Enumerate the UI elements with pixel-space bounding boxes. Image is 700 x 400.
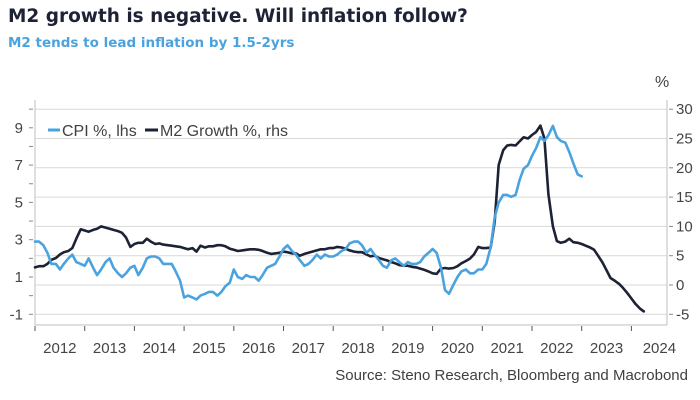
x-tick-label: 2016 xyxy=(242,340,275,357)
right-tick-label: 15 xyxy=(676,189,693,206)
right-tick-label: 5 xyxy=(676,248,684,265)
legend-label-m2: M2 Growth %, rhs xyxy=(160,123,288,140)
x-tick-label: 2021 xyxy=(490,340,523,357)
right-tick-label: 10 xyxy=(676,218,693,235)
left-tick-label: 1 xyxy=(15,269,23,286)
x-tick-label: 2020 xyxy=(441,340,474,357)
right-tick-label: -5 xyxy=(676,306,689,323)
left-tick-label: 9 xyxy=(15,120,23,137)
right-tick-label: 0 xyxy=(676,277,684,294)
legend-label-cpi: CPI %, lhs xyxy=(62,123,137,140)
x-tick-label: 2015 xyxy=(192,340,225,357)
x-tick-label: 2022 xyxy=(540,340,573,357)
series-line-m2 xyxy=(33,124,646,313)
right-tick-label: 20 xyxy=(676,160,693,177)
series-line-cpi xyxy=(33,124,584,301)
x-tick-label: 2014 xyxy=(143,340,176,357)
chart-subtitle: M2 tends to lead inflation by 1.5-2yrs xyxy=(8,35,295,51)
right-axis-unit-label: % xyxy=(655,74,669,91)
x-tick-label: 2013 xyxy=(93,340,126,357)
right-tick-label: 25 xyxy=(676,131,693,148)
x-tick-label: 2012 xyxy=(43,340,76,357)
series-lines xyxy=(33,124,646,313)
chart-title: M2 growth is negative. Will inflation fo… xyxy=(8,6,468,27)
x-tick-label: 2023 xyxy=(590,340,623,357)
x-tick-label: 2024 xyxy=(643,340,676,357)
left-tick-label: -1 xyxy=(10,306,23,323)
right-tick-label: 30 xyxy=(676,101,693,118)
x-tick-label: 2019 xyxy=(391,340,424,357)
left-tick-label: 5 xyxy=(15,194,23,211)
x-tick-label: 2017 xyxy=(292,340,325,357)
left-tick-label: 7 xyxy=(15,157,23,174)
left-tick-label: 3 xyxy=(15,232,23,249)
axes: -1 1 3 5 7 9 -5 0 5 10 15 20 25 30 2012 2013 2014 2015 201… xyxy=(10,100,693,357)
legend: CPI %, lhs M2 Growth %, rhs xyxy=(48,123,288,140)
x-tick-label: 2018 xyxy=(341,340,374,357)
source-note: Source: Steno Research, Bloomberg and Ma… xyxy=(335,367,688,384)
gridlines xyxy=(35,108,667,315)
